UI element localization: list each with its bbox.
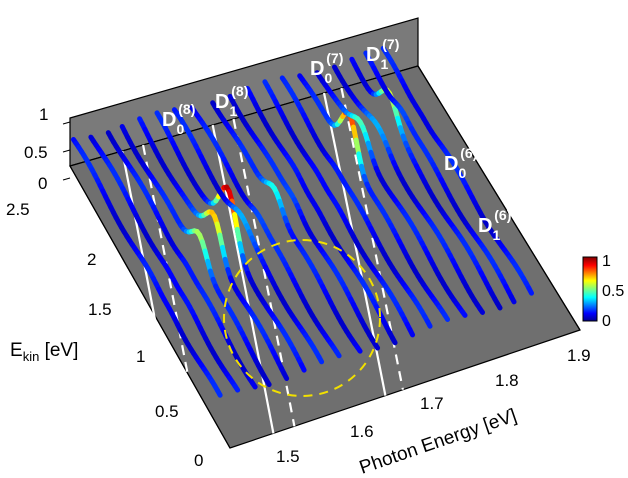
trace-segment: [249, 380, 258, 390]
series-trace-11: [262, 79, 416, 338]
highlight-circle: [223, 239, 381, 397]
colorbar-tick: 1: [602, 253, 611, 270]
annotation-line-2: [211, 124, 275, 434]
y-axis-title: Ekin [eV]: [10, 340, 78, 364]
series-trace-17: [363, 50, 517, 305]
series-trace-9: [227, 93, 381, 351]
colorbar: [582, 256, 598, 322]
colorbar-tick: 0.5: [602, 283, 624, 300]
series-trace-15: [331, 64, 486, 315]
series-trace-18: [380, 45, 535, 296]
series-trace-1: [88, 134, 241, 393]
z-tick-label: 1: [39, 105, 48, 124]
traces: [70, 45, 535, 398]
trace-segment: [424, 318, 433, 329]
z-tick: [62, 149, 71, 153]
trace-segment: [232, 383, 241, 393]
series-trace-7: [189, 105, 342, 359]
trace-segment: [407, 327, 416, 338]
z-tick: [62, 177, 71, 181]
x-axis-title: Photon Energy [eV]: [357, 405, 520, 478]
series-trace-2: [105, 130, 258, 390]
trace-segment: [508, 294, 517, 305]
trace-segment: [477, 306, 486, 315]
trace-segment: [526, 285, 535, 296]
trace-segment: [298, 362, 307, 373]
series-trace-13: [297, 73, 451, 322]
z-tick-label: 0.5: [24, 143, 48, 162]
trace-segment: [333, 349, 342, 359]
y-tick-label: 1.5: [88, 300, 112, 319]
floor-right-edge: [417, 65, 581, 331]
floor-left-edge: [69, 165, 231, 449]
series-trace-0: [70, 136, 223, 398]
x-tick-label: 1.9: [567, 346, 591, 365]
trace-segment: [372, 341, 381, 351]
x-tick-label: 1.8: [495, 371, 519, 390]
trace-segment: [442, 312, 451, 322]
series-trace-4: [137, 116, 290, 381]
trace-segment: [281, 370, 290, 381]
x-tick-label: 1.5: [276, 447, 300, 466]
trace-segment: [232, 211, 240, 232]
trace-segment: [214, 387, 223, 398]
z-tick-label: 0: [38, 174, 47, 193]
trace-segment: [494, 300, 503, 311]
y-axis: 0 0.5 1 1.5 2 2.5 Ekin [eV]: [6, 200, 203, 470]
x-tick-label: 1.7: [420, 394, 444, 413]
z-axis: 0 0.5 1: [24, 105, 71, 193]
annotation-line-1: [142, 144, 205, 458]
y-tick-label: 0.5: [155, 402, 179, 421]
y-tick-label: 0: [194, 451, 203, 470]
series-trace-3: [119, 124, 272, 388]
z-tick: [62, 121, 71, 125]
series-trace-6: [171, 107, 325, 365]
y-tick-label: 2: [87, 250, 96, 269]
trace-segment: [354, 344, 363, 354]
series-trace-14: [314, 70, 468, 318]
x-tick-label: 1.6: [350, 422, 374, 441]
trace-segment: [263, 377, 272, 388]
series-trace-12: [279, 75, 433, 329]
y-tick-label: 2.5: [6, 200, 30, 219]
trace-segment: [389, 335, 398, 346]
y-tick-label: 1: [136, 347, 145, 366]
colorbar-tick: 0: [602, 313, 611, 330]
trace-segment: [316, 354, 325, 365]
trace-segment: [459, 309, 468, 318]
